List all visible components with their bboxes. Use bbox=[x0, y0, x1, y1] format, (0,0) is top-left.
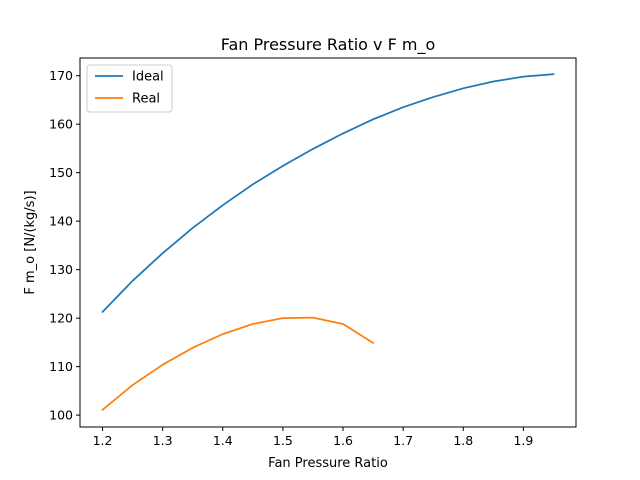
plot-frame bbox=[79, 57, 577, 428]
y-tick-label: 130 bbox=[49, 262, 73, 277]
x-tick-label: 1.4 bbox=[213, 433, 233, 448]
y-axis-ticks: 100 110 120 130 140 150 160 170 bbox=[49, 68, 80, 423]
y-tick-label: 140 bbox=[49, 214, 73, 229]
plot-lines bbox=[101, 73, 555, 412]
x-tick-label: 1.5 bbox=[273, 433, 293, 448]
legend: Ideal Real bbox=[86, 64, 173, 113]
legend-label-real: Real bbox=[132, 92, 160, 107]
chart-title: Fan Pressure Ratio v F m_o bbox=[221, 35, 436, 55]
x-tick-label: 1.6 bbox=[333, 433, 353, 448]
x-tick-label: 1.7 bbox=[393, 433, 413, 448]
x-tick-label: 1.9 bbox=[513, 433, 533, 448]
y-tick-label: 170 bbox=[49, 68, 73, 83]
x-tick-label: 1.2 bbox=[93, 433, 113, 448]
series-line-ideal bbox=[101, 73, 555, 314]
y-tick-label: 120 bbox=[49, 311, 73, 326]
y-tick-label: 100 bbox=[49, 408, 73, 423]
y-tick-label: 160 bbox=[49, 117, 73, 132]
y-axis-label: F m_o [N/(kg/s)] bbox=[23, 190, 38, 294]
y-tick-label: 150 bbox=[49, 165, 73, 180]
x-axis-ticks: 1.2 1.3 1.4 1.5 1.6 1.7 1.8 1.9 bbox=[93, 427, 533, 448]
y-tick-label: 110 bbox=[49, 359, 73, 374]
x-tick-label: 1.8 bbox=[453, 433, 473, 448]
x-axis-label: Fan Pressure Ratio bbox=[268, 456, 388, 471]
legend-label-ideal: Ideal bbox=[132, 70, 164, 85]
series-line-real bbox=[101, 316, 375, 412]
x-tick-label: 1.3 bbox=[153, 433, 173, 448]
